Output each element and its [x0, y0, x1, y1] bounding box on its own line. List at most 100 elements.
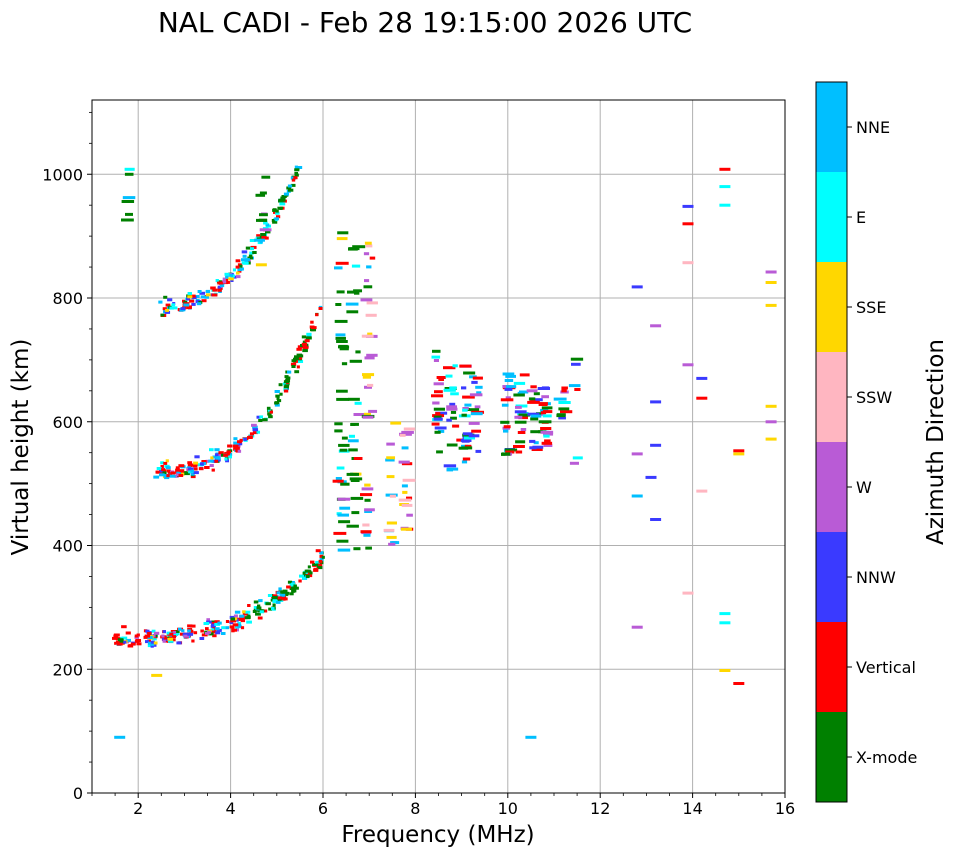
- echo-point: [337, 513, 350, 517]
- echo-point: [144, 634, 151, 638]
- echo-point: [166, 469, 171, 473]
- echo-point: [719, 621, 731, 625]
- echo-point: [166, 474, 172, 478]
- echo-point: [446, 405, 458, 409]
- echo-point: [124, 167, 135, 171]
- echo-point: [445, 374, 453, 378]
- echo-point: [206, 618, 211, 622]
- echo-point: [147, 639, 151, 643]
- echo-point: [257, 604, 261, 608]
- echo-point: [210, 624, 216, 628]
- echo-point: [336, 539, 349, 543]
- echo-point: [197, 290, 202, 293]
- echo-point: [121, 625, 127, 629]
- echo-point: [286, 186, 292, 190]
- echo-point: [200, 295, 205, 299]
- echo-point: [160, 461, 165, 465]
- echo-point: [558, 401, 571, 404]
- echo-point: [271, 219, 276, 222]
- echo-point: [527, 412, 540, 416]
- echo-point: [446, 468, 454, 472]
- colorbar-label-sse: SSE: [856, 298, 886, 317]
- echo-point: [114, 735, 126, 739]
- echo-point: [438, 378, 445, 381]
- echo-point: [175, 473, 180, 477]
- echo-point: [262, 418, 268, 422]
- echo-point: [515, 440, 526, 444]
- echo-point: [247, 435, 253, 439]
- echo-point: [233, 437, 238, 441]
- echo-point: [297, 166, 303, 169]
- echo-point: [363, 252, 370, 256]
- echo-point: [121, 218, 134, 222]
- echo-point: [570, 357, 584, 361]
- echo-point: [337, 231, 349, 235]
- echo-point: [696, 489, 708, 493]
- echo-point: [319, 557, 324, 561]
- echo-point: [434, 430, 441, 434]
- echo-point: [335, 261, 349, 265]
- echo-point: [532, 445, 544, 449]
- echo-point: [162, 307, 167, 311]
- echo-points: [112, 165, 777, 739]
- echo-point: [346, 524, 359, 528]
- echo-point: [335, 336, 346, 340]
- echo-point: [336, 340, 348, 343]
- echo-point: [277, 399, 282, 403]
- echo-point: [312, 563, 317, 566]
- echo-point: [336, 397, 350, 401]
- echo-point: [172, 306, 178, 310]
- echo-point: [313, 568, 319, 572]
- echo-point: [337, 548, 351, 552]
- echo-point: [221, 632, 226, 635]
- colorbar-label: Azimuth Direction: [923, 339, 949, 545]
- echo-point: [533, 392, 540, 396]
- echo-point: [259, 610, 264, 614]
- echo-point: [283, 591, 290, 595]
- echo-point: [321, 555, 325, 559]
- echo-point: [230, 619, 237, 623]
- echo-point: [340, 482, 350, 486]
- echo-point: [236, 271, 240, 275]
- echo-point: [210, 628, 215, 632]
- echo-point: [733, 449, 745, 453]
- echo-point: [475, 385, 483, 389]
- echo-point: [291, 365, 296, 368]
- echo-point: [361, 334, 374, 338]
- echo-point: [294, 370, 300, 374]
- echo-point: [388, 542, 396, 546]
- y-tick-label: 0: [73, 784, 83, 803]
- echo-point: [278, 587, 282, 591]
- echo-point: [435, 411, 448, 415]
- echo-point: [513, 445, 525, 448]
- echo-point: [561, 389, 567, 393]
- echo-point: [518, 413, 530, 417]
- echo-point: [162, 639, 166, 643]
- echo-point: [167, 639, 174, 643]
- echo-point: [147, 641, 153, 645]
- echo-point: [276, 215, 281, 219]
- echo-point: [298, 579, 302, 583]
- echo-point: [237, 440, 242, 444]
- echo-point: [476, 391, 482, 395]
- echo-point: [187, 292, 192, 295]
- echo-point: [232, 623, 239, 627]
- echo-point: [115, 640, 121, 644]
- echo-point: [274, 403, 280, 407]
- echo-point: [364, 483, 371, 487]
- echo-point: [212, 455, 219, 459]
- echo-point: [463, 436, 476, 440]
- echo-point: [233, 614, 238, 618]
- echo-point: [187, 632, 194, 636]
- echo-point: [160, 465, 164, 468]
- echo-point: [228, 277, 234, 281]
- echo-point: [432, 401, 440, 405]
- echo-point: [349, 477, 363, 481]
- echo-point: [119, 640, 124, 644]
- x-tick-label: 16: [775, 799, 795, 818]
- echo-point: [230, 617, 236, 621]
- echo-point: [113, 633, 120, 637]
- echo-point: [145, 629, 150, 633]
- echo-point: [294, 173, 299, 177]
- echo-point: [349, 359, 362, 363]
